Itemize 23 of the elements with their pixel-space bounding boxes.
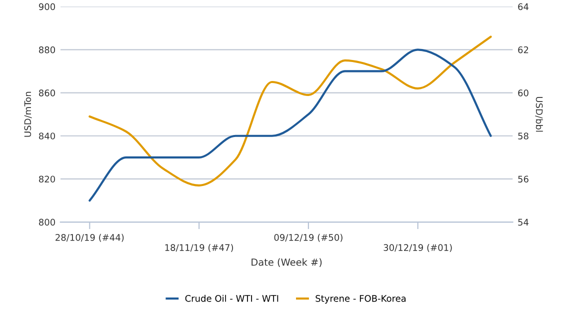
y-axis-title: USD/mTon [24, 92, 32, 137]
y2-tick-label: 62 [518, 46, 528, 54]
y-tick-label: 820 [39, 176, 56, 183]
y2-axis-title: USD/bbl [535, 96, 543, 132]
y-tick-label: 880 [39, 46, 56, 54]
y2-tick-label: 64 [518, 3, 528, 10]
x-tick-label: 28/10/19 (#44) [56, 234, 124, 242]
x-tick-label: 30/12/19 (#01) [384, 244, 452, 252]
legend-label: Crude Oil - WTI - WTI [185, 294, 278, 302]
y-tick-label: 900 [38, 3, 56, 10]
y2-tick-label: 58 [518, 132, 528, 140]
y-tick-label: 840 [39, 132, 56, 140]
y2-tick-label: 56 [518, 176, 528, 183]
y-tick-label: 860 [39, 90, 56, 96]
y2-tick-label: 54 [518, 218, 528, 226]
legend-label: Styrene - FOB-Korea [316, 295, 406, 304]
x-axis-title: Date (Week #) [252, 258, 322, 267]
y2-tick-label: 60 [518, 90, 528, 96]
line-series [88, 36, 492, 186]
x-tick-label: 18/11/19 (#47) [165, 244, 234, 252]
y-tick-label: 800 [39, 218, 56, 226]
x-tick-label: 09/12/19 (#50) [274, 234, 342, 242]
line-series [88, 48, 492, 202]
